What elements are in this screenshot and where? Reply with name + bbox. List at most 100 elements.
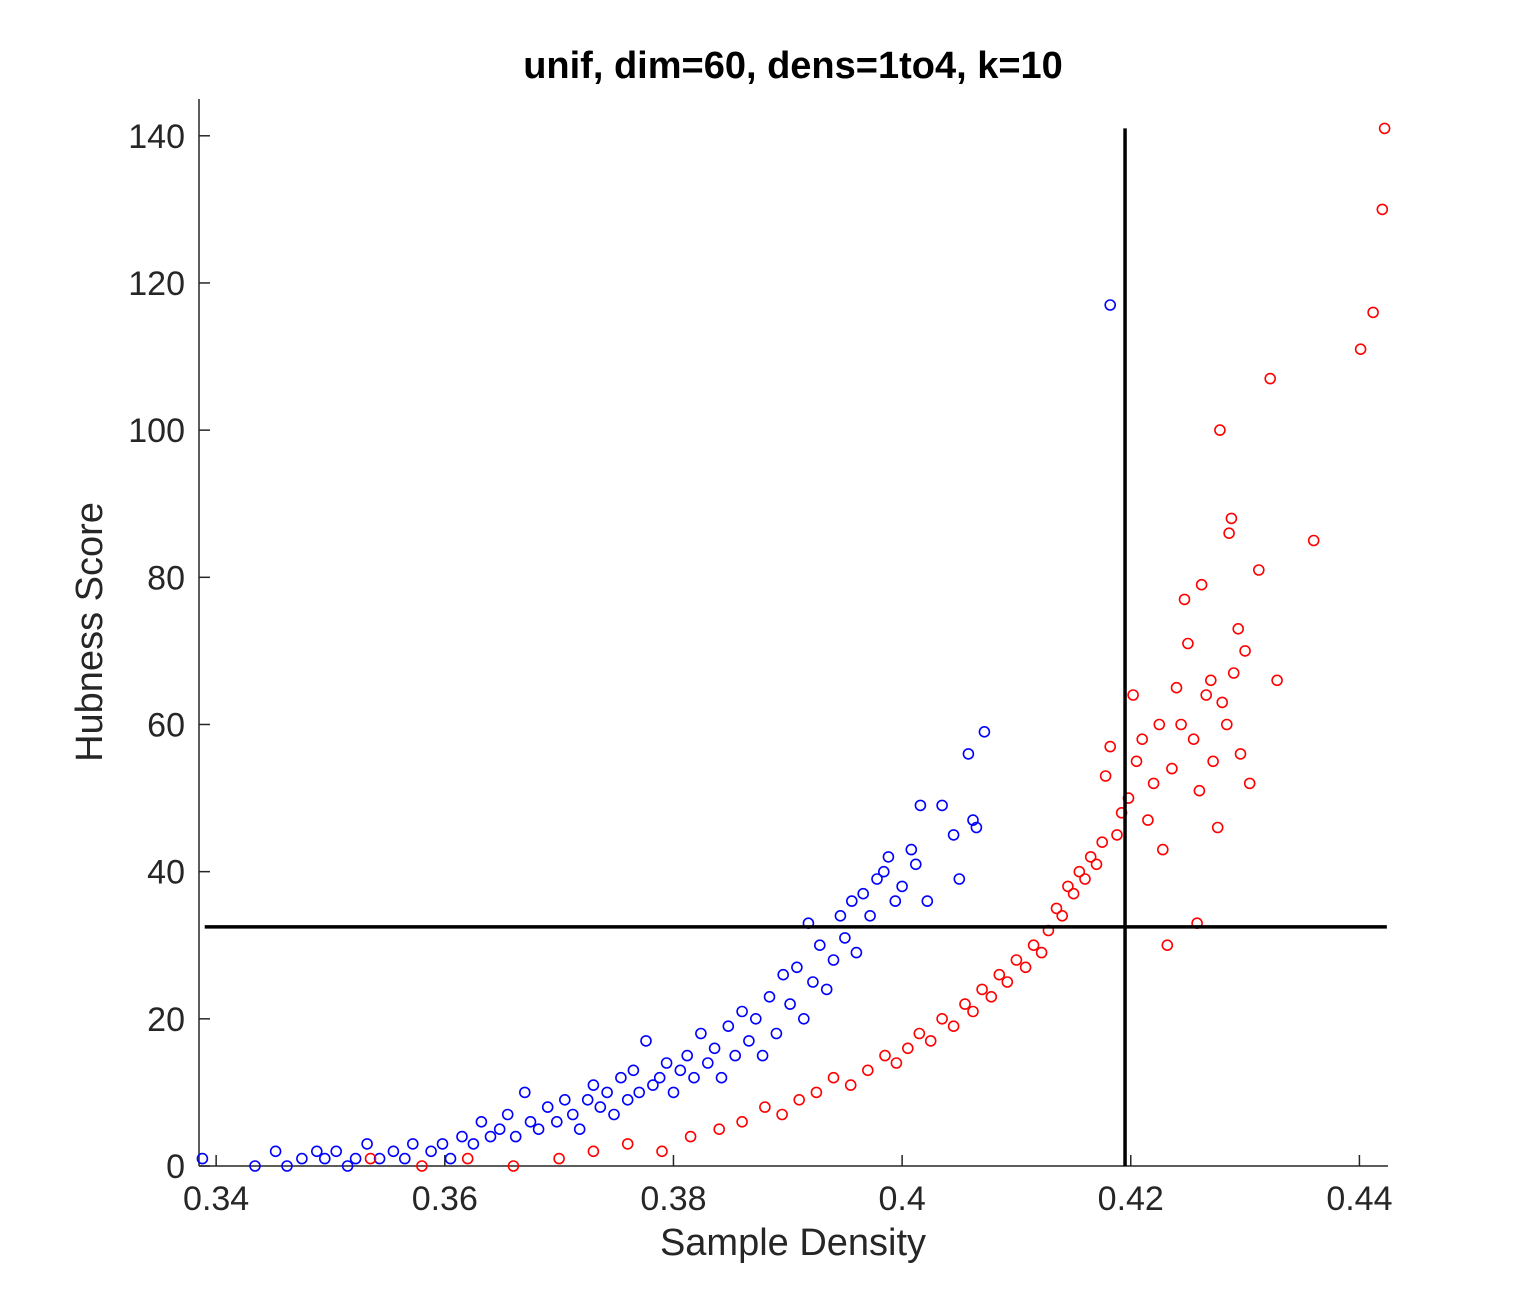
scatter-point <box>601 1086 613 1099</box>
scatter-point <box>844 1079 857 1091</box>
scatter-point <box>1221 718 1233 731</box>
scatter-point <box>959 998 971 1010</box>
scatter-point <box>708 1042 721 1055</box>
scatter-point <box>653 1071 666 1084</box>
scatter-point <box>776 1108 788 1121</box>
scatter-point <box>813 939 826 952</box>
x-axis-label: Sample Density <box>660 1222 926 1264</box>
scatter-point <box>797 1012 810 1025</box>
scatter-point <box>970 821 983 834</box>
x-tick-label: 0.4 <box>878 1180 925 1218</box>
scatter-point <box>615 1071 627 1084</box>
scatter-point <box>1354 343 1367 356</box>
scatter-point <box>507 1160 520 1172</box>
scatter-point <box>715 1071 728 1084</box>
scatter-point <box>914 799 927 812</box>
scatter-point <box>681 1049 694 1062</box>
scatter-point <box>1211 821 1224 834</box>
scatter-point <box>993 968 1006 981</box>
x-tick-label: 0.42 <box>1098 1180 1164 1218</box>
scatter-point <box>820 983 833 996</box>
scatter-point <box>777 968 790 981</box>
scatter-point <box>1253 564 1265 576</box>
scatter-point <box>269 1145 282 1158</box>
scatter-point <box>1079 873 1091 885</box>
scatter-point <box>1205 674 1217 687</box>
scatter-point <box>688 1071 700 1084</box>
scatter-point <box>1232 622 1244 635</box>
scatter-point <box>901 1042 914 1055</box>
scatter-point <box>296 1152 308 1165</box>
scatter-point <box>627 1064 640 1077</box>
scatter-point <box>1104 299 1116 311</box>
scatter-point <box>1193 784 1206 797</box>
scatter-point <box>921 895 934 907</box>
scatter-point <box>1136 733 1148 746</box>
scatter-point <box>475 1116 488 1128</box>
scatter-point <box>406 1138 419 1150</box>
y-tick-label: 100 <box>128 412 185 450</box>
scatter-point <box>436 1138 449 1150</box>
scatter-point <box>890 1057 903 1069</box>
scatter-point <box>587 1079 600 1091</box>
scatter-point <box>461 1152 474 1165</box>
scatter-point <box>759 1101 771 1113</box>
scatter-point <box>1010 954 1023 966</box>
scatter-point <box>882 851 895 863</box>
scatter-point <box>850 946 863 959</box>
scatter-point <box>722 1020 735 1032</box>
scatter-point <box>877 865 890 878</box>
scatter-point <box>1195 578 1208 591</box>
scatter-point <box>518 1086 531 1099</box>
scatter-point <box>608 1108 620 1121</box>
scatter-point <box>1001 976 1014 988</box>
scatter-point <box>621 1094 634 1106</box>
scatter-point <box>1376 203 1389 216</box>
scatter-point <box>566 1108 579 1121</box>
scatter-point <box>509 1130 522 1143</box>
scatter-point <box>1130 755 1143 768</box>
scatter-point <box>541 1101 554 1113</box>
scatter-point <box>1223 527 1235 540</box>
scatter-point <box>1056 909 1068 922</box>
y-tick-label: 140 <box>128 118 185 156</box>
scatter-point <box>249 1160 261 1172</box>
scatter-point <box>1166 762 1178 775</box>
series-2 <box>364 122 1391 1172</box>
scatter-point <box>845 895 858 907</box>
scatter-point <box>784 998 796 1010</box>
scatter-point <box>967 1005 979 1018</box>
scatter-point <box>1182 637 1194 650</box>
scatter-point <box>736 1005 748 1018</box>
scatter-point <box>621 1138 634 1150</box>
scatter-point <box>807 976 819 988</box>
scatter-point <box>573 1123 586 1135</box>
reference-lines <box>204 128 1387 1166</box>
scatter-point <box>985 990 998 1003</box>
scatter-point <box>425 1145 437 1158</box>
y-axis-label: Hubness Score <box>69 502 111 762</box>
scatter-point <box>871 873 883 885</box>
scatter-point <box>1142 814 1154 826</box>
scatter-point <box>1096 836 1108 849</box>
y-tick-label: 0 <box>166 1148 185 1186</box>
scatter-point <box>501 1108 514 1121</box>
scatter-point <box>810 1086 823 1099</box>
scatter-point <box>387 1145 400 1158</box>
scatter-point <box>1207 755 1219 768</box>
scatter-point <box>936 799 948 812</box>
scatter-point <box>896 880 908 893</box>
scatter-point <box>1073 865 1086 878</box>
scatter-point <box>281 1160 293 1172</box>
scatter-point <box>1175 718 1187 731</box>
scatter-point <box>947 829 960 841</box>
y-ticks: 0 20 40 60 80 100 120 140 <box>128 118 210 1186</box>
scatter-point <box>953 873 966 885</box>
scatter-point <box>793 1094 806 1106</box>
scatter-point <box>444 1152 457 1165</box>
scatter-point <box>1216 696 1228 709</box>
scatter-point <box>763 990 776 1003</box>
scatter-point <box>889 895 902 907</box>
